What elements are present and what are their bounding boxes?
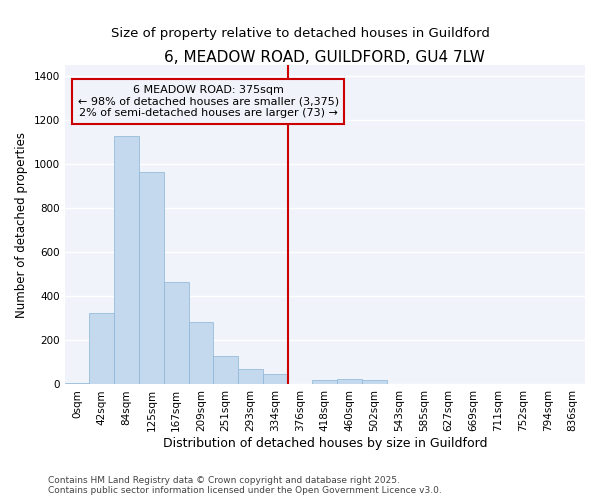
- X-axis label: Distribution of detached houses by size in Guildford: Distribution of detached houses by size …: [163, 437, 487, 450]
- Bar: [263, 374, 287, 384]
- Bar: [337, 379, 362, 384]
- Y-axis label: Number of detached properties: Number of detached properties: [15, 132, 28, 318]
- Text: Contains HM Land Registry data © Crown copyright and database right 2025.
Contai: Contains HM Land Registry data © Crown c…: [48, 476, 442, 495]
- Bar: [313, 380, 337, 384]
- Bar: [89, 313, 114, 384]
- Bar: [139, 172, 164, 384]
- Text: Size of property relative to detached houses in Guildford: Size of property relative to detached ho…: [110, 28, 490, 40]
- Text: 6 MEADOW ROAD: 375sqm
← 98% of detached houses are smaller (3,375)
2% of semi-de: 6 MEADOW ROAD: 375sqm ← 98% of detached …: [78, 85, 339, 118]
- Title: 6, MEADOW ROAD, GUILDFORD, GU4 7LW: 6, MEADOW ROAD, GUILDFORD, GU4 7LW: [164, 50, 485, 65]
- Bar: [188, 322, 214, 384]
- Bar: [238, 369, 263, 384]
- Bar: [114, 136, 139, 384]
- Bar: [164, 282, 188, 384]
- Bar: [362, 380, 387, 384]
- Bar: [214, 356, 238, 384]
